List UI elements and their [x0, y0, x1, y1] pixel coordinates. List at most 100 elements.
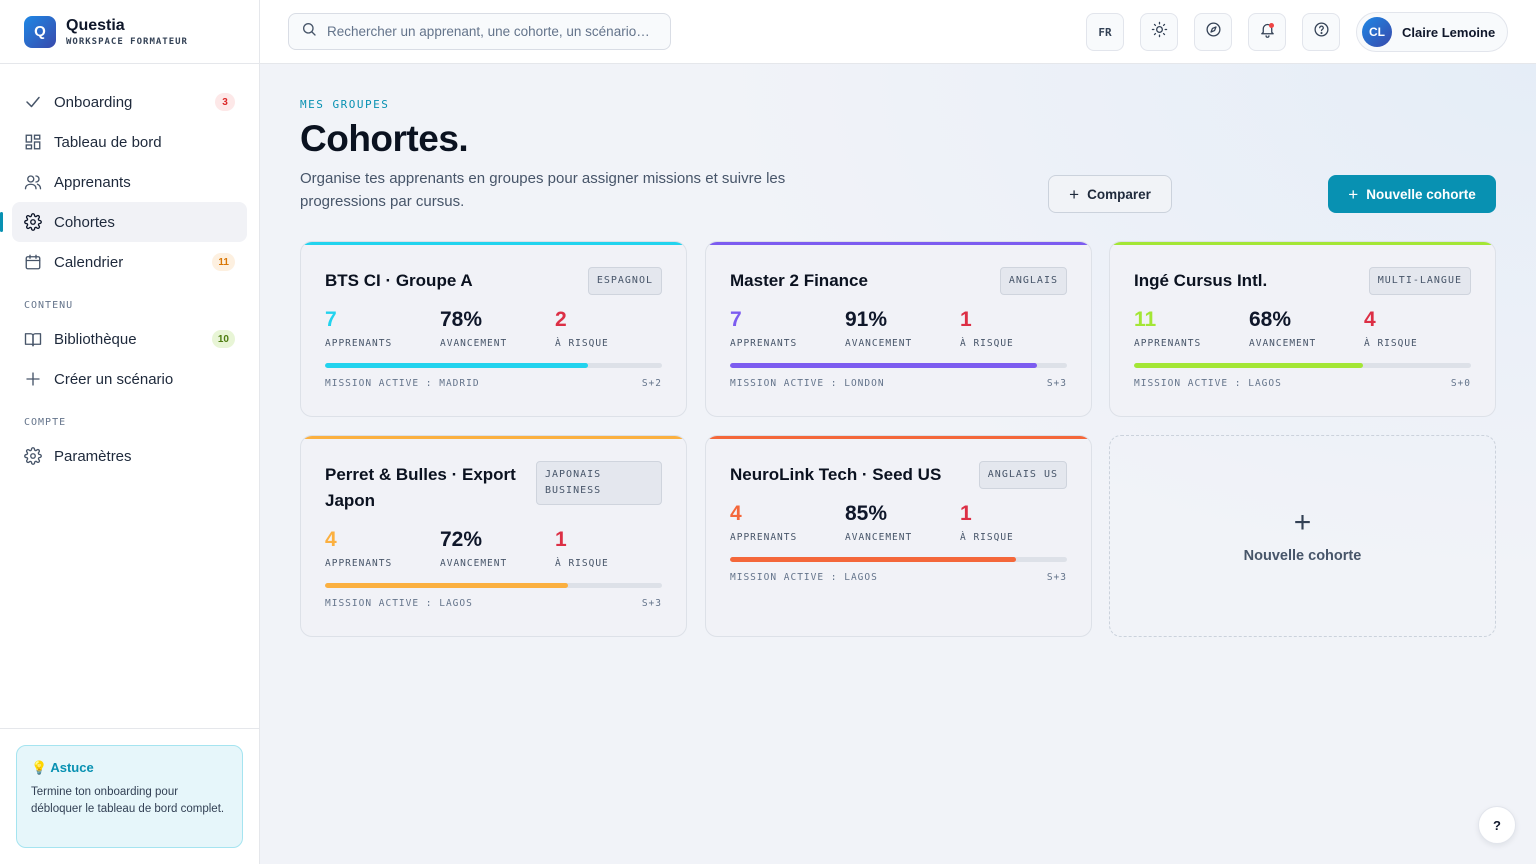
page-title: Cohortes. — [300, 118, 469, 159]
compare-button[interactable]: + Comparer — [1048, 175, 1172, 213]
language-tag: MULTI-LANGUE — [1368, 267, 1471, 295]
floating-help-button[interactable]: ? — [1478, 806, 1516, 844]
user-name: Claire Lemoine — [1402, 24, 1496, 40]
cohort-card[interactable]: Master 2 Finance ANGLAIS 7 APPRENANTS 91… — [705, 241, 1092, 417]
active-mission: MISSION ACTIVE : LAGOS — [325, 598, 473, 609]
workspace-label: WORKSPACE FORMATEUR — [66, 36, 188, 47]
tip-text: Termine ton onboarding pour débloquer le… — [31, 786, 225, 815]
language-tag: ESPAGNOL — [587, 267, 662, 295]
progress-bar — [325, 583, 662, 588]
page-subtitle: Organise tes apprenants en groupes pour … — [300, 170, 786, 210]
risk-stat: 1 À RISQUE — [555, 528, 609, 569]
explore-button[interactable] — [1194, 13, 1232, 51]
risk-count: 1 — [555, 528, 567, 551]
page-eyebrow: MES GROUPES — [300, 98, 390, 111]
cohort-card[interactable]: NeuroLink Tech · Seed US ANGLAIS US 4 AP… — [705, 435, 1092, 637]
tip-title: 💡 Astuce — [31, 760, 94, 775]
new-cohort-button[interactable]: + Nouvelle cohorte — [1328, 175, 1496, 213]
progress-value: 68% — [1249, 308, 1292, 331]
week-offset: S+3 — [1046, 572, 1067, 583]
cohort-card[interactable]: BTS CI · Groupe A ESPAGNOL 7 APPRENANTS … — [300, 241, 687, 417]
plus-icon: + — [1069, 184, 1080, 204]
learners-label: APPRENANTS — [730, 338, 798, 349]
sidebar-item-create-scenario[interactable]: Créer un scénario — [12, 359, 247, 399]
risk-count: 1 — [960, 308, 972, 331]
risk-stat: 1 À RISQUE — [960, 502, 1014, 543]
cohort-card[interactable]: Ingé Cursus Intl. MULTI-LANGUE 11 APPREN… — [1109, 241, 1496, 417]
theme-toggle-button[interactable] — [1140, 13, 1178, 51]
library-count-badge: 10 — [211, 330, 235, 348]
onboarding-count-badge: 3 — [215, 93, 235, 111]
progress-bar — [1134, 363, 1471, 368]
plus-icon: + — [1293, 506, 1312, 539]
progress-bar — [730, 363, 1067, 368]
user-menu[interactable]: CL Claire Lemoine — [1356, 12, 1508, 52]
progress-label: AVANCEMENT — [440, 558, 508, 569]
dashboard-icon — [24, 133, 42, 151]
week-offset: S+0 — [1450, 378, 1471, 389]
card-accent-bar — [706, 436, 1091, 439]
risk-label: À RISQUE — [960, 532, 1014, 543]
cohort-name: Master 2 Finance — [730, 271, 868, 290]
gear-icon — [24, 213, 42, 231]
cohort-name: NeuroLink Tech · Seed US — [730, 465, 942, 484]
help-button[interactable] — [1302, 13, 1340, 51]
help-circle-icon — [1313, 21, 1330, 43]
learners-stat: 11 APPRENANTS — [1134, 308, 1201, 349]
progress-label: AVANCEMENT — [845, 338, 913, 349]
main-content: MES GROUPES Cohortes. Organise tes appre… — [260, 64, 1536, 864]
sidebar-item-onboarding[interactable]: Onboarding 3 — [12, 82, 247, 122]
sidebar-item-cohorts[interactable]: Cohortes — [0, 202, 247, 242]
cohort-card[interactable]: Perret & Bulles · Export Japon JAPONAIS … — [300, 435, 687, 637]
risk-label: À RISQUE — [555, 558, 609, 569]
week-offset: S+3 — [1046, 378, 1067, 389]
sidebar-divider — [0, 728, 259, 729]
card-accent-bar — [706, 242, 1091, 245]
compare-button-label: Comparer — [1087, 186, 1151, 202]
sidebar-item-label: Créer un scénario — [54, 370, 174, 388]
sidebar-item-label: Cohortes — [54, 213, 115, 231]
sidebar-item-dashboard[interactable]: Tableau de bord — [12, 122, 247, 162]
new-cohort-button-label: Nouvelle cohorte — [1366, 186, 1476, 202]
active-mission: MISSION ACTIVE : LAGOS — [730, 572, 878, 583]
language-tag: ANGLAIS US — [978, 461, 1067, 489]
check-icon — [24, 93, 42, 111]
cohort-name: BTS CI · Groupe A — [325, 271, 473, 290]
sidebar-item-label: Bibliothèque — [54, 330, 137, 348]
sidebar: Q Questia WORKSPACE FORMATEUR Onboarding… — [0, 0, 260, 864]
learners-count: 7 — [730, 308, 742, 331]
sidebar-item-label: Tableau de bord — [54, 133, 162, 151]
notifications-button[interactable] — [1248, 13, 1286, 51]
calendar-icon — [24, 253, 42, 271]
learners-stat: 7 APPRENANTS — [325, 308, 392, 349]
search-bar[interactable] — [288, 13, 671, 50]
add-cohort-card[interactable]: + Nouvelle cohorte — [1109, 435, 1496, 637]
risk-stat: 2 À RISQUE — [555, 308, 609, 349]
language-label: FR — [1098, 25, 1112, 39]
notification-dot — [1269, 23, 1274, 28]
sidebar-item-learners[interactable]: Apprenants — [12, 162, 247, 202]
sidebar-item-library[interactable]: Bibliothèque 10 — [12, 319, 247, 359]
section-content-heading: CONTENU — [24, 300, 74, 311]
settings-icon — [24, 447, 42, 465]
plus-icon — [24, 370, 42, 388]
brand[interactable]: Q Questia WORKSPACE FORMATEUR — [0, 0, 259, 64]
risk-count: 4 — [1364, 308, 1376, 331]
risk-label: À RISQUE — [555, 338, 609, 349]
users-icon — [24, 173, 42, 191]
week-offset: S+3 — [641, 598, 662, 609]
risk-label: À RISQUE — [960, 338, 1014, 349]
language-button[interactable]: FR — [1086, 13, 1124, 51]
sidebar-item-settings[interactable]: Paramètres — [12, 436, 247, 476]
add-cohort-label: Nouvelle cohorte — [1243, 548, 1362, 564]
risk-stat: 1 À RISQUE — [960, 308, 1014, 349]
search-input[interactable] — [327, 24, 657, 39]
topbar: FR CL Claire Lemoine — [260, 0, 1536, 64]
lightbulb-icon: 💡 — [31, 760, 48, 775]
sidebar-item-calendar[interactable]: Calendrier 11 — [12, 242, 247, 282]
progress-bar-fill — [1134, 363, 1364, 368]
progress-value: 85% — [845, 502, 888, 525]
progress-value: 91% — [845, 308, 888, 331]
learners-stat: 4 APPRENANTS — [325, 528, 392, 569]
tip-panel: 💡 Astuce Termine ton onboarding pour déb… — [16, 745, 243, 848]
